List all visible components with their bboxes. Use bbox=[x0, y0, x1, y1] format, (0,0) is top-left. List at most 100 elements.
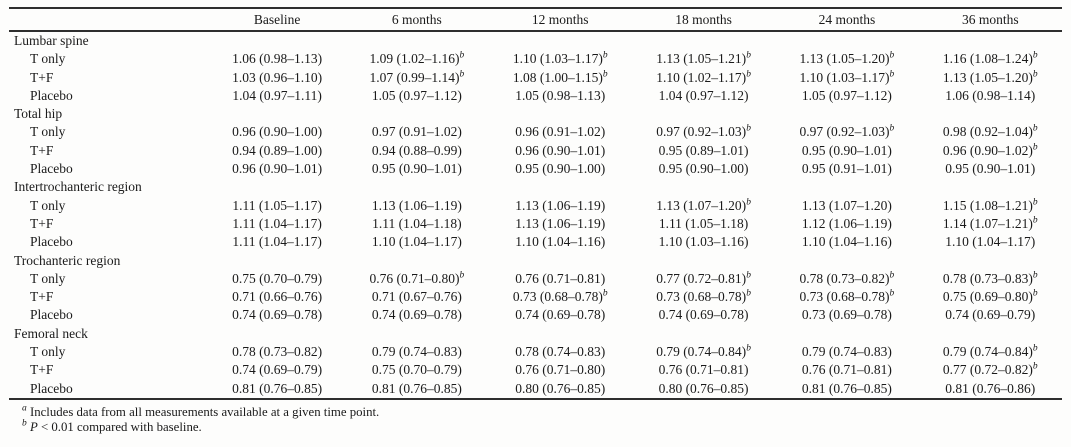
table-row: T only 0.78 (0.73–0.82) 0.79 (0.74–0.83) 0.… bbox=[9, 343, 1062, 361]
significance-marker: b bbox=[459, 69, 465, 80]
value-cell: 1.07 (0.99–1.14)b bbox=[369, 69, 465, 85]
value-cell: 1.06 (0.98–1.14) bbox=[945, 87, 1036, 103]
value-cell: 1.03 (0.96–1.10) bbox=[232, 69, 323, 85]
significance-marker: b bbox=[889, 69, 895, 80]
value-cell: 1.13 (1.05–1.21)b bbox=[656, 50, 751, 67]
value-cell: 1.13 (1.06–1.19) bbox=[515, 215, 606, 231]
column-header-24-months: 24 months bbox=[775, 8, 919, 32]
value-cell: 1.05 (0.98–1.13) bbox=[515, 87, 606, 103]
treatment-arm-label: T+F bbox=[30, 362, 54, 378]
value-cell: 0.95 (0.90–1.01) bbox=[371, 161, 462, 177]
treatment-arm-label: T+F bbox=[30, 69, 54, 85]
value-cell: 1.12 (1.06–1.19) bbox=[801, 215, 892, 231]
value-cell: 0.75 (0.69–0.80)b bbox=[942, 288, 1038, 305]
group-header-row: Femoral neck bbox=[9, 325, 1062, 343]
treatment-arm-label: T only bbox=[30, 124, 66, 140]
value-cell: 1.10 (1.03–1.16) bbox=[658, 234, 749, 250]
value-cell: 0.97 (0.92–1.03)b bbox=[799, 123, 895, 140]
value-cell: 1.06 (0.98–1.13) bbox=[232, 51, 323, 67]
value-cell: 0.79 (0.74–0.83) bbox=[801, 344, 892, 360]
value-cell: 0.75 (0.70–0.79) bbox=[371, 362, 462, 378]
value-cell: 0.98 (0.92–1.04)b bbox=[942, 123, 1038, 140]
value-cell: 0.77 (0.72–0.82)b bbox=[942, 361, 1038, 378]
group-label: Femoral neck bbox=[14, 325, 88, 341]
value-cell: 1.11 (1.04–1.17) bbox=[232, 234, 322, 250]
value-cell: 1.14 (1.07–1.21)b bbox=[942, 215, 1038, 231]
value-cell: 0.80 (0.76–0.85) bbox=[515, 380, 606, 396]
treatment-arm-label: T+F bbox=[30, 142, 54, 158]
footnote-b: b P < 0.01 compared with baseline. bbox=[22, 418, 202, 435]
value-cell: 0.73 (0.69–0.78) bbox=[801, 307, 892, 323]
value-cell: 0.96 (0.91–1.02) bbox=[515, 124, 606, 140]
group-label: Intertrochanteric region bbox=[14, 179, 142, 195]
value-cell: 1.05 (0.97–1.12) bbox=[371, 87, 462, 103]
group-label: Trochanteric region bbox=[14, 252, 121, 268]
value-cell: 0.96 (0.90–1.01) bbox=[515, 142, 606, 158]
row-label-column-header bbox=[9, 8, 209, 32]
significance-marker: b bbox=[1032, 343, 1038, 354]
value-cell: 0.78 (0.73–0.82)b bbox=[799, 270, 895, 286]
value-cell: 1.10 (1.02–1.17)b bbox=[656, 69, 751, 85]
group-label: Total hip bbox=[14, 106, 63, 122]
value-cell: 1.13 (1.05–1.20)b bbox=[799, 50, 895, 67]
value-cell: 1.10 (1.03–1.17)b bbox=[799, 69, 895, 85]
value-cell: 0.96 (0.90–1.01) bbox=[232, 161, 323, 177]
column-header-12-months: 12 months bbox=[488, 8, 632, 32]
value-cell: 0.75 (0.70–0.79) bbox=[232, 270, 323, 286]
value-cell: 1.10 (1.04–1.16) bbox=[801, 234, 892, 250]
significance-marker: b bbox=[1032, 270, 1038, 281]
table-row: Placebo 1.11 (1.04–1.17) 1.10 (1.04–1.17) 1… bbox=[9, 233, 1062, 251]
value-cell: 1.10 (1.03–1.17)b bbox=[512, 50, 608, 67]
group-header-row: Total hip bbox=[9, 105, 1062, 123]
treatment-arm-label: T+F bbox=[30, 289, 54, 305]
value-cell: 0.76 (0.71–0.81) bbox=[515, 270, 606, 286]
treatment-arm-label: T only bbox=[30, 344, 66, 360]
value-cell: 1.11 (1.04–1.18) bbox=[372, 215, 462, 231]
value-cell: 0.95 (0.89–1.01) bbox=[658, 142, 749, 158]
significance-marker: b bbox=[459, 270, 465, 281]
value-cell: 1.10 (1.04–1.17) bbox=[945, 234, 1036, 250]
value-cell: 1.04 (0.97–1.12) bbox=[658, 87, 749, 103]
significance-marker: b bbox=[746, 69, 751, 80]
value-cell: 0.71 (0.67–0.76) bbox=[371, 289, 462, 305]
value-cell: 0.97 (0.92–1.03)b bbox=[656, 123, 751, 140]
value-cell: 0.96 (0.90–1.02)b bbox=[942, 142, 1038, 158]
value-cell: 0.81 (0.76–0.85) bbox=[371, 380, 462, 396]
treatment-arm-label: T only bbox=[30, 197, 66, 213]
group-header-row: Lumbar spine bbox=[9, 31, 1062, 50]
value-cell: 0.74 (0.69–0.78) bbox=[232, 307, 323, 323]
significance-marker: b bbox=[1032, 215, 1038, 226]
value-cell: 1.04 (0.97–1.11) bbox=[232, 87, 322, 103]
column-header-baseline: Baseline bbox=[209, 8, 346, 32]
value-cell: 0.95 (0.90–1.00) bbox=[658, 161, 749, 177]
significance-marker: b bbox=[746, 343, 751, 354]
column-header-18-months: 18 months bbox=[631, 8, 776, 32]
significance-marker: b bbox=[746, 123, 751, 134]
value-cell: 0.94 (0.89–1.00) bbox=[232, 142, 323, 158]
value-cell: 0.78 (0.74–0.83) bbox=[515, 344, 606, 360]
table-body: Lumbar spine T only 1.06 (0.98–1.13) 1.09 (… bbox=[9, 31, 1062, 399]
value-cell: 0.81 (0.76–0.85) bbox=[801, 380, 892, 396]
value-cell: 0.95 (0.91–1.01) bbox=[801, 161, 892, 177]
table-row: Placebo 0.81 (0.76–0.85) 0.81 (0.76–0.85) 0… bbox=[9, 380, 1062, 399]
value-cell: 0.73 (0.68–0.78)b bbox=[512, 288, 608, 305]
value-cell: 0.74 (0.69–0.79) bbox=[232, 362, 323, 378]
value-cell: 0.81 (0.76–0.85) bbox=[232, 380, 323, 396]
value-cell: 0.79 (0.74–0.84)b bbox=[656, 343, 751, 360]
value-cell: 1.13 (1.07–1.20) bbox=[801, 197, 892, 213]
value-cell: 1.13 (1.06–1.19) bbox=[515, 197, 606, 213]
table-row: T only 0.75 (0.70–0.79) 0.76 (0.71–0.80)b 0… bbox=[9, 270, 1062, 288]
footnote-marker: a bbox=[22, 403, 27, 414]
treatment-arm-label: Placebo bbox=[30, 161, 73, 177]
table-row: T only 0.96 (0.90–1.00) 0.97 (0.91–1.02) 0.… bbox=[9, 123, 1062, 141]
treatment-arm-label: Placebo bbox=[30, 307, 73, 323]
table-row: T+F 1.11 (1.04–1.17) 1.11 (1.04–1.18) 1.13 … bbox=[9, 215, 1062, 233]
footnote-a: a Includes data from all measurements av… bbox=[22, 403, 380, 419]
group-header-row: Trochanteric region bbox=[9, 252, 1062, 270]
value-cell: 0.95 (0.90–1.01) bbox=[945, 161, 1036, 177]
significance-marker: b bbox=[1032, 142, 1038, 153]
group-header-row: Intertrochanteric region bbox=[9, 178, 1062, 196]
table-row: T only 1.06 (0.98–1.13) 1.09 (1.02–1.16)b 1… bbox=[9, 50, 1062, 68]
significance-marker: b bbox=[889, 123, 895, 134]
significance-marker: b bbox=[1032, 50, 1038, 61]
